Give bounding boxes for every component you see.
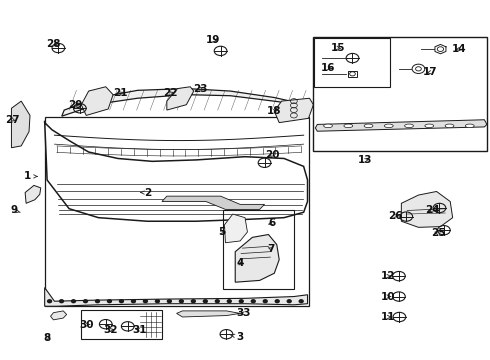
Text: 24: 24	[425, 206, 440, 216]
Bar	[45, 117, 309, 306]
Text: 16: 16	[321, 63, 336, 73]
Ellipse shape	[445, 124, 454, 128]
Circle shape	[131, 300, 135, 303]
Ellipse shape	[466, 124, 474, 128]
Polygon shape	[81, 87, 113, 116]
Circle shape	[107, 300, 111, 303]
Text: 7: 7	[267, 244, 274, 254]
Text: 3: 3	[231, 332, 244, 342]
Text: 21: 21	[113, 88, 128, 98]
Circle shape	[203, 300, 207, 303]
Text: 31: 31	[133, 325, 147, 335]
Circle shape	[239, 300, 243, 303]
Text: 26: 26	[388, 211, 403, 221]
Text: 15: 15	[331, 43, 345, 53]
Polygon shape	[62, 89, 309, 116]
Circle shape	[287, 300, 291, 303]
Text: 30: 30	[79, 320, 94, 329]
Text: 32: 32	[103, 325, 118, 335]
Bar	[315, 39, 390, 87]
Circle shape	[179, 300, 183, 303]
Ellipse shape	[364, 124, 373, 128]
Circle shape	[299, 300, 303, 303]
Text: 4: 4	[237, 258, 244, 268]
Polygon shape	[45, 121, 308, 221]
Circle shape	[192, 300, 196, 303]
Circle shape	[120, 300, 123, 303]
Polygon shape	[167, 87, 194, 110]
Text: 1: 1	[24, 171, 37, 181]
Circle shape	[227, 300, 231, 303]
Ellipse shape	[384, 124, 393, 128]
Polygon shape	[11, 101, 30, 148]
Text: 29: 29	[68, 100, 82, 110]
Circle shape	[60, 300, 64, 303]
Polygon shape	[162, 196, 265, 210]
Text: 5: 5	[219, 227, 226, 237]
Polygon shape	[235, 234, 279, 282]
Circle shape	[48, 300, 51, 303]
Circle shape	[155, 300, 159, 303]
Text: 25: 25	[431, 228, 445, 238]
Text: 28: 28	[46, 39, 61, 49]
Text: 2: 2	[141, 188, 151, 198]
Polygon shape	[401, 192, 453, 227]
Polygon shape	[316, 120, 487, 131]
Bar	[223, 211, 294, 289]
Text: 23: 23	[193, 84, 207, 94]
Circle shape	[168, 300, 172, 303]
Circle shape	[144, 300, 147, 303]
Text: 22: 22	[164, 88, 178, 98]
Text: 11: 11	[381, 312, 395, 322]
Circle shape	[275, 300, 279, 303]
Text: 9: 9	[10, 206, 20, 216]
Polygon shape	[25, 185, 41, 203]
Polygon shape	[224, 214, 247, 243]
Text: 10: 10	[380, 292, 395, 302]
Polygon shape	[50, 311, 67, 320]
Text: 19: 19	[206, 35, 220, 45]
Text: 13: 13	[358, 155, 372, 165]
Bar	[81, 310, 162, 338]
Bar	[314, 37, 487, 151]
Circle shape	[251, 300, 255, 303]
Text: 6: 6	[268, 218, 275, 228]
Text: 33: 33	[237, 309, 251, 318]
Ellipse shape	[425, 124, 434, 128]
Text: 14: 14	[452, 44, 466, 54]
Polygon shape	[274, 98, 314, 123]
Circle shape	[96, 300, 99, 303]
Circle shape	[72, 300, 75, 303]
Polygon shape	[45, 288, 308, 306]
Circle shape	[263, 300, 267, 303]
Circle shape	[84, 300, 87, 303]
Text: 20: 20	[265, 149, 280, 159]
Ellipse shape	[405, 124, 414, 128]
Text: 18: 18	[267, 106, 282, 116]
Bar	[348, 71, 357, 77]
Ellipse shape	[344, 124, 353, 128]
Text: 8: 8	[44, 333, 51, 343]
Circle shape	[216, 300, 219, 303]
Text: 27: 27	[5, 115, 20, 125]
Text: 12: 12	[380, 271, 395, 281]
Ellipse shape	[324, 124, 332, 128]
Polygon shape	[176, 311, 240, 317]
Text: 17: 17	[422, 67, 437, 77]
